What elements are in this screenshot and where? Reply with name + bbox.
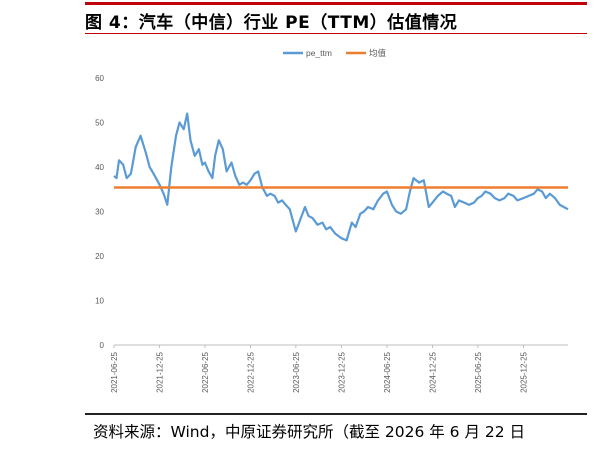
- source-note: 资料来源：Wind，中原证券研究所（截至 2026 年 6 月 22 日: [93, 423, 526, 441]
- y-tick-label: 50: [95, 119, 104, 128]
- pe-ttm-series-line: [113, 112, 569, 242]
- top-accent-rule: [85, 2, 587, 5]
- y-tick-label: 40: [95, 163, 104, 172]
- x-tick-label: 2021-06-25: [110, 351, 119, 392]
- x-tick-label: 2023-06-25: [292, 351, 301, 392]
- x-tick-label: 2022-06-25: [201, 351, 210, 392]
- legend-label-mean: 均值: [369, 48, 387, 58]
- y-tick-label: 20: [95, 252, 104, 261]
- y-axis-tick-labels: 0 10 20 30 40 50 60: [95, 74, 104, 350]
- x-tick-label: 2025-12-25: [519, 351, 528, 392]
- x-tick-label: 2025-06-25: [474, 351, 483, 392]
- y-tick-label: 60: [95, 74, 104, 83]
- y-tick-label: 10: [95, 297, 104, 306]
- title-divider: [85, 33, 587, 34]
- x-tick-label: 2024-06-25: [383, 351, 392, 392]
- x-tick-label: 2024-12-25: [429, 351, 438, 392]
- figure-title: 图 4：汽车（中信）行业 PE（TTM）估值情况: [85, 13, 458, 33]
- source-divider: [85, 413, 587, 415]
- x-tick-label: 2022-12-25: [246, 351, 255, 392]
- y-tick-label: 30: [95, 208, 104, 217]
- plot-series: [113, 112, 569, 242]
- legend-label-pe-ttm: pe_ttm: [306, 48, 332, 58]
- x-tick-label: 2021-12-25: [156, 351, 165, 392]
- y-tick-label: 0: [100, 341, 105, 350]
- x-tick-label: 2023-12-25: [337, 351, 346, 392]
- chart-legend: pe_ttm 均值: [283, 48, 387, 58]
- x-axis-tick-labels: 2021-06-25 2021-12-25 2022-06-25 2022-12-25…: [110, 345, 528, 393]
- pe-valuation-chart: 0 10 20 30 40 50 60 2021-06-25 2021-12-25 2022-0…: [95, 48, 569, 393]
